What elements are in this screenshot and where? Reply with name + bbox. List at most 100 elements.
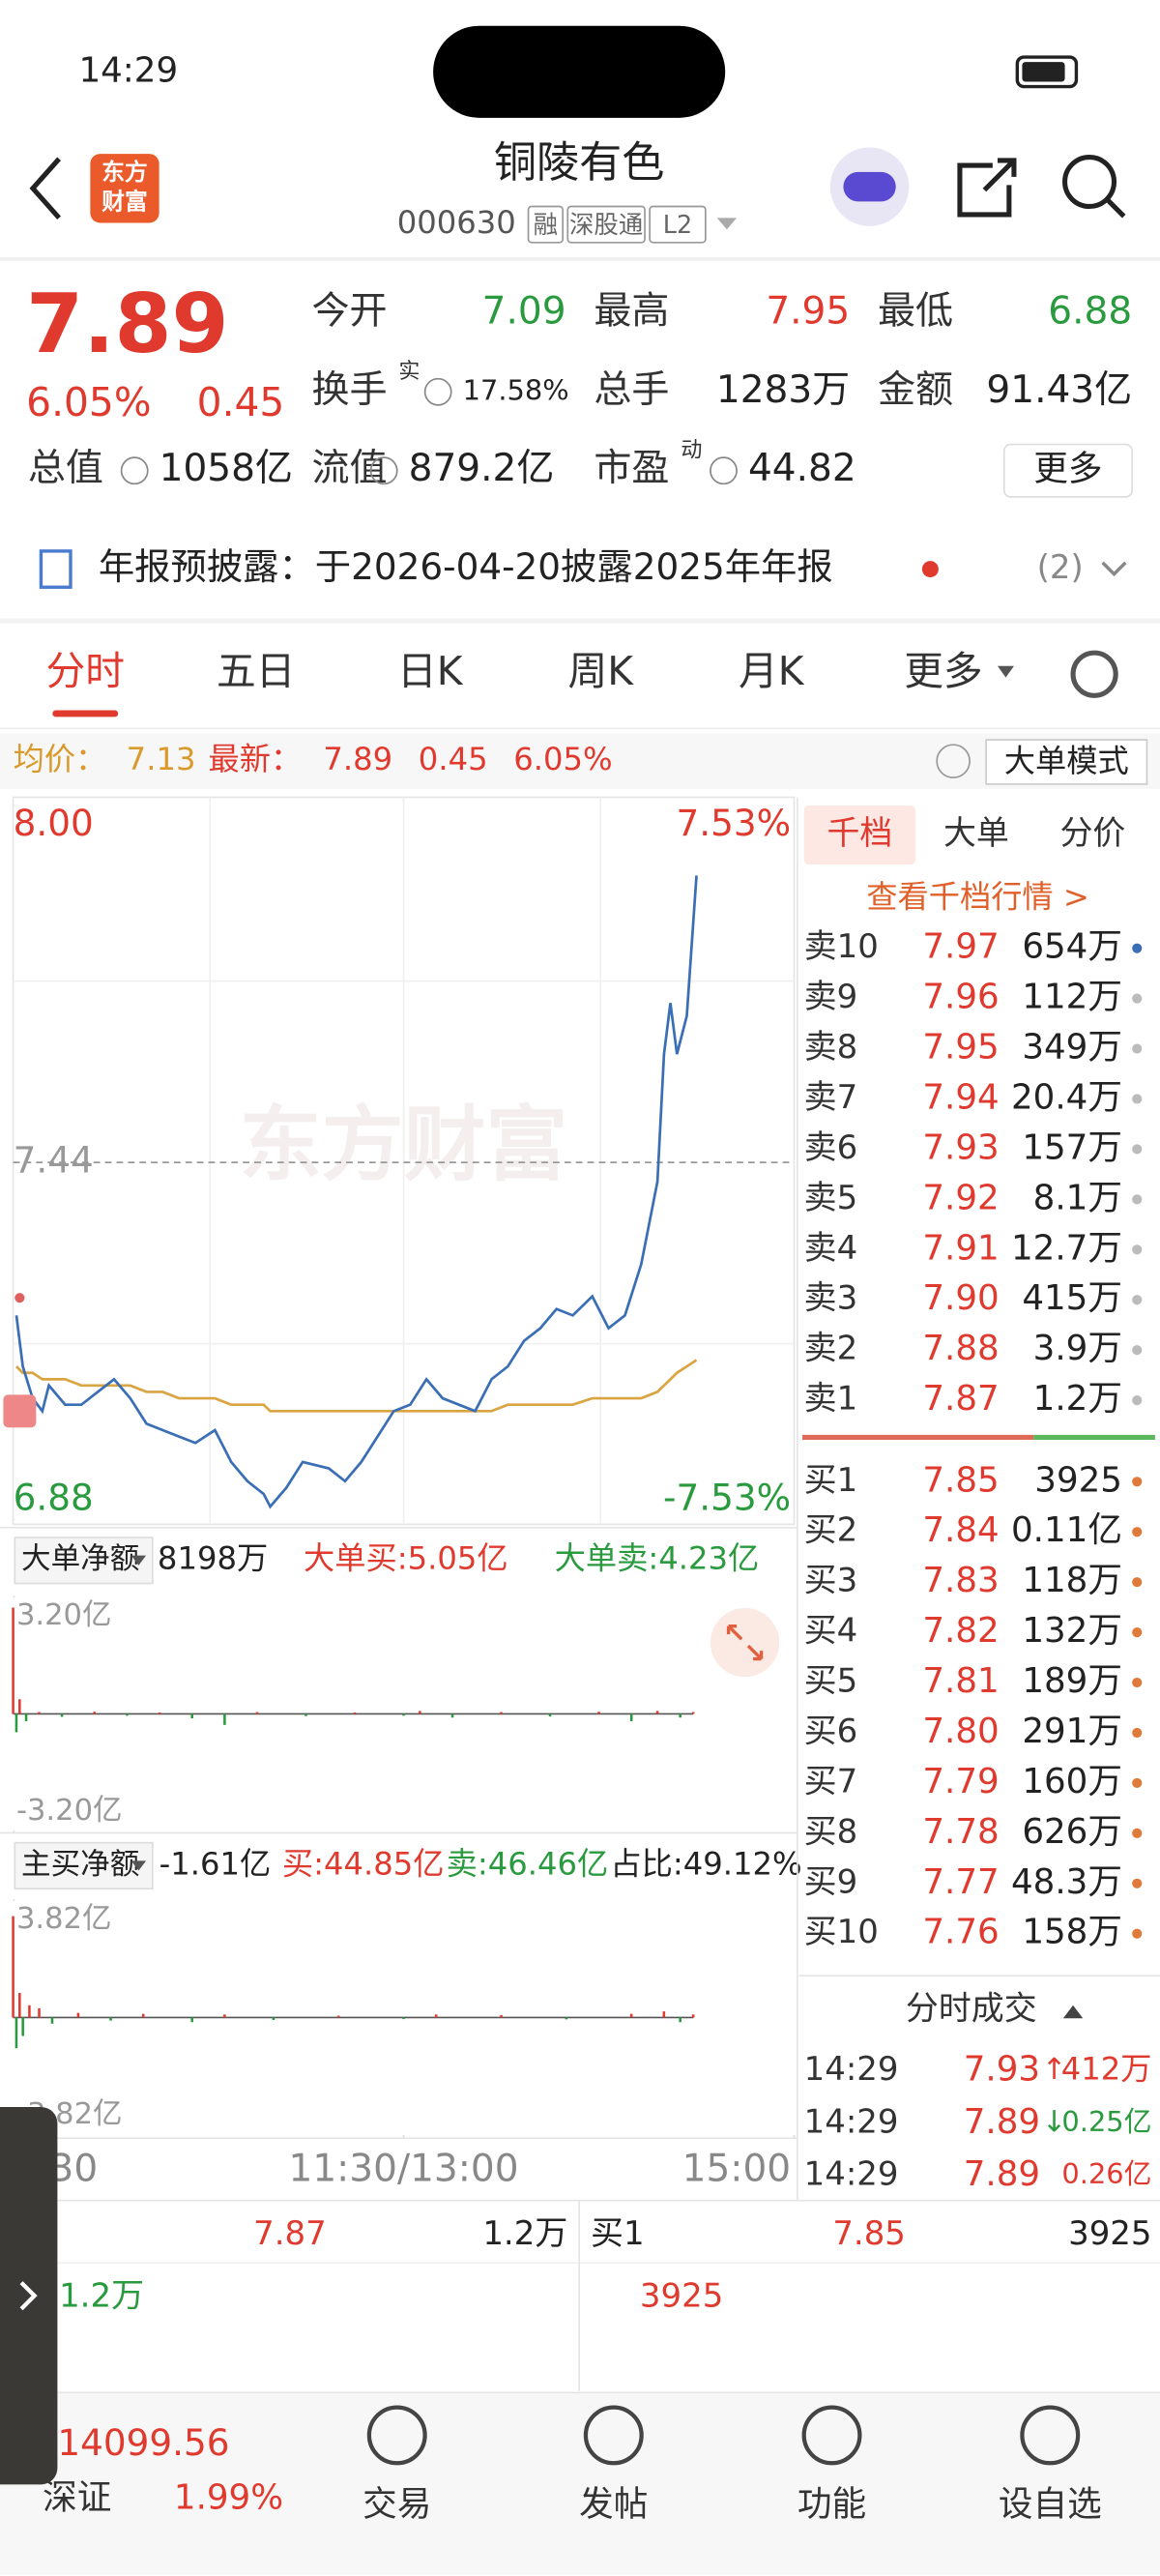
index-name: 深证 (43, 2478, 111, 2518)
nav-icon[interactable] (366, 2405, 427, 2466)
tag-box (566, 205, 646, 244)
nav-label[interactable]: 设自选 (999, 2484, 1102, 2524)
book-dot (1132, 1627, 1143, 1638)
tab[interactable]: 日K (397, 648, 464, 694)
book-dot (1132, 1244, 1143, 1255)
tab[interactable]: 更多 (904, 648, 982, 694)
book-price: 7.95 (922, 1028, 999, 1068)
book-price: 7.94 (922, 1077, 999, 1117)
book-price: 7.78 (922, 1812, 999, 1852)
book-dot (1132, 1928, 1143, 1939)
indicator-select[interactable] (14, 1841, 154, 1890)
field-value: 17.58% (463, 373, 569, 406)
book-price: 7.93 (922, 1127, 999, 1167)
search-icon[interactable] (1062, 155, 1117, 210)
sell-value: 卖:46.46亿 (447, 1845, 609, 1882)
book-price: 7.88 (922, 1329, 999, 1368)
expand-button[interactable] (710, 1607, 780, 1678)
sell-value: 大单卖:4.23亿 (555, 1540, 760, 1577)
nav-icon[interactable] (801, 2405, 862, 2466)
book-volume: 291万 (1022, 1712, 1122, 1751)
book-dot (1132, 1727, 1143, 1739)
field-label: 市盈 (594, 447, 669, 490)
dropdown-icon (130, 1555, 147, 1566)
latest-label: 最新： (209, 741, 303, 777)
book-tab[interactable]: 大单 (943, 814, 1009, 853)
book-label: 卖6 (804, 1128, 858, 1167)
book-volume: 12.7万 (1011, 1228, 1122, 1268)
tab[interactable]: 分时 (46, 648, 125, 694)
settings-icon[interactable] (1070, 650, 1118, 698)
info-icon (710, 456, 738, 485)
back-button[interactable] (29, 157, 62, 220)
indicator-name[interactable]: 大单净额 (21, 1542, 139, 1576)
book-volume: 3.9万 (1033, 1329, 1122, 1368)
trade-price: 7.93 (964, 2050, 1040, 2090)
book-label: 卖4 (804, 1229, 858, 1268)
more-button[interactable] (1002, 443, 1133, 498)
book-tab[interactable]: 分价 (1059, 814, 1125, 853)
trade-time: 14:29 (804, 2155, 899, 2194)
book-price: 7.83 (922, 1561, 999, 1600)
index-change: 1.99% (174, 2478, 283, 2518)
book-tab[interactable]: 千档 (826, 814, 892, 853)
notice-dot (921, 561, 939, 578)
book-volume: 415万 (1022, 1278, 1122, 1318)
book-label: 卖5 (804, 1179, 858, 1217)
book-dot (1132, 1527, 1143, 1537)
book-label: 买7 (804, 1762, 858, 1800)
stock-code: 000630 (397, 204, 516, 241)
buy-value: 大单买:5.05亿 (304, 1540, 508, 1577)
open-dot (14, 1293, 25, 1303)
tab[interactable]: 月K (739, 648, 805, 694)
book-label: 卖2 (804, 1330, 858, 1368)
logo-text: 东方 (102, 159, 148, 186)
book-price: 7.97 (922, 927, 999, 967)
index-value: 14099.56 (57, 2421, 229, 2464)
assistant-face (843, 171, 896, 202)
book-link[interactable]: 查看千档行情 > (866, 879, 1089, 916)
latest-change: 0.45 (419, 741, 488, 777)
book-price: 7.82 (922, 1611, 999, 1651)
field-label: 金额 (878, 368, 953, 412)
book-label: 买5 (804, 1662, 858, 1701)
indicator-select[interactable] (14, 1537, 154, 1585)
battery-level (1022, 62, 1065, 82)
nav-icon[interactable] (1020, 2405, 1081, 2466)
change-pct: 6.05% (26, 379, 151, 425)
nav-icon[interactable] (583, 2405, 644, 2466)
tag: L2 (663, 211, 692, 240)
tab[interactable]: 五日 (217, 648, 295, 694)
nav-label[interactable]: 交易 (362, 2484, 431, 2524)
book-label: 买4 (804, 1612, 858, 1651)
mode-button[interactable] (985, 739, 1148, 785)
book-volume: 1.2万 (1033, 1379, 1122, 1419)
book-dot (1132, 993, 1143, 1004)
latest-value: 7.89 (323, 741, 392, 777)
buy-marker (3, 1394, 37, 1428)
mode-button-label[interactable]: 大单模式 (1004, 743, 1129, 779)
book-label: 买6 (804, 1712, 858, 1750)
dropdown-icon (716, 218, 738, 230)
share-icon[interactable] (957, 158, 1017, 218)
nav-label[interactable]: 功能 (798, 2484, 866, 2524)
floating-handle[interactable] (0, 2106, 58, 2485)
avg-label: 均价： (14, 741, 107, 777)
field-label: 最低 (878, 289, 953, 333)
book-price: 7.77 (922, 1862, 999, 1902)
chevron (1101, 561, 1127, 577)
price-line (14, 875, 698, 1509)
book-price: 7.84 (922, 1510, 999, 1550)
indicator-name[interactable]: 主买净额 (21, 1848, 139, 1882)
tag: 深股通 (569, 211, 643, 240)
search-handle (1105, 197, 1126, 219)
info-icon (369, 456, 398, 485)
field-label: 总手 (594, 368, 669, 412)
sort-icon (1062, 2005, 1084, 2019)
x-tick-label: 11:30/13:00 (289, 2148, 519, 2191)
more-button-label[interactable]: 更多 (1033, 450, 1102, 489)
tab[interactable]: 周K (568, 648, 635, 694)
y-tick-label: 7.44 (14, 1139, 94, 1182)
nav-label[interactable]: 发帖 (579, 2484, 648, 2524)
tag-box (649, 205, 707, 244)
